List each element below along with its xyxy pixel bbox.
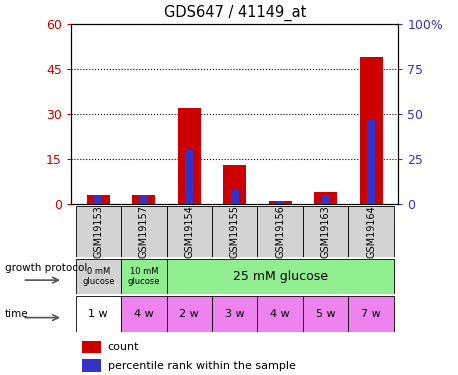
Text: 0 mM
glucose: 0 mM glucose (82, 267, 114, 286)
Bar (303, 296, 349, 332)
Text: GDS647 / 41149_at: GDS647 / 41149_at (164, 5, 306, 21)
Bar (121, 206, 167, 257)
Bar (185, 150, 193, 204)
Text: 10 mM
glucose: 10 mM glucose (127, 267, 160, 286)
Bar (82, 359, 101, 372)
Bar (167, 296, 212, 332)
Text: 2 w: 2 w (180, 309, 199, 319)
Bar (314, 192, 337, 204)
Text: count: count (108, 342, 139, 352)
Text: 4 w: 4 w (134, 309, 153, 319)
Bar (87, 195, 109, 204)
Text: percentile rank within the sample: percentile rank within the sample (108, 360, 295, 370)
Text: 25 mM glucose: 25 mM glucose (233, 270, 328, 283)
Text: GSM19157: GSM19157 (139, 205, 149, 258)
Text: GSM19164: GSM19164 (366, 205, 376, 258)
Bar (276, 201, 284, 204)
Text: 1 w: 1 w (88, 309, 108, 319)
Bar (212, 296, 257, 332)
Bar (132, 195, 155, 204)
Bar (360, 57, 382, 204)
Text: time: time (5, 309, 28, 319)
Bar (76, 206, 121, 257)
Bar (94, 195, 103, 204)
Text: GSM19153: GSM19153 (93, 205, 104, 258)
Text: growth protocol: growth protocol (5, 262, 87, 273)
Bar (224, 165, 246, 204)
Bar (212, 206, 257, 257)
Bar (76, 259, 121, 294)
Bar (322, 195, 330, 204)
Text: GSM19163: GSM19163 (321, 205, 331, 258)
Text: GSM19156: GSM19156 (275, 205, 285, 258)
Bar (82, 341, 101, 353)
Bar (178, 108, 201, 204)
Bar (167, 259, 394, 294)
Bar (349, 296, 394, 332)
Text: GSM19155: GSM19155 (230, 205, 240, 258)
Bar (167, 206, 212, 257)
Text: 5 w: 5 w (316, 309, 336, 319)
Bar (121, 296, 167, 332)
Bar (303, 206, 349, 257)
Bar (257, 296, 303, 332)
Bar (269, 201, 292, 204)
Bar (349, 206, 394, 257)
Bar (121, 259, 167, 294)
Bar (367, 120, 375, 204)
Bar (257, 206, 303, 257)
Text: 7 w: 7 w (361, 309, 381, 319)
Bar (76, 296, 121, 332)
Text: 3 w: 3 w (225, 309, 245, 319)
Text: GSM19154: GSM19154 (184, 205, 194, 258)
Bar (231, 190, 239, 204)
Bar (140, 195, 148, 204)
Text: 4 w: 4 w (270, 309, 290, 319)
